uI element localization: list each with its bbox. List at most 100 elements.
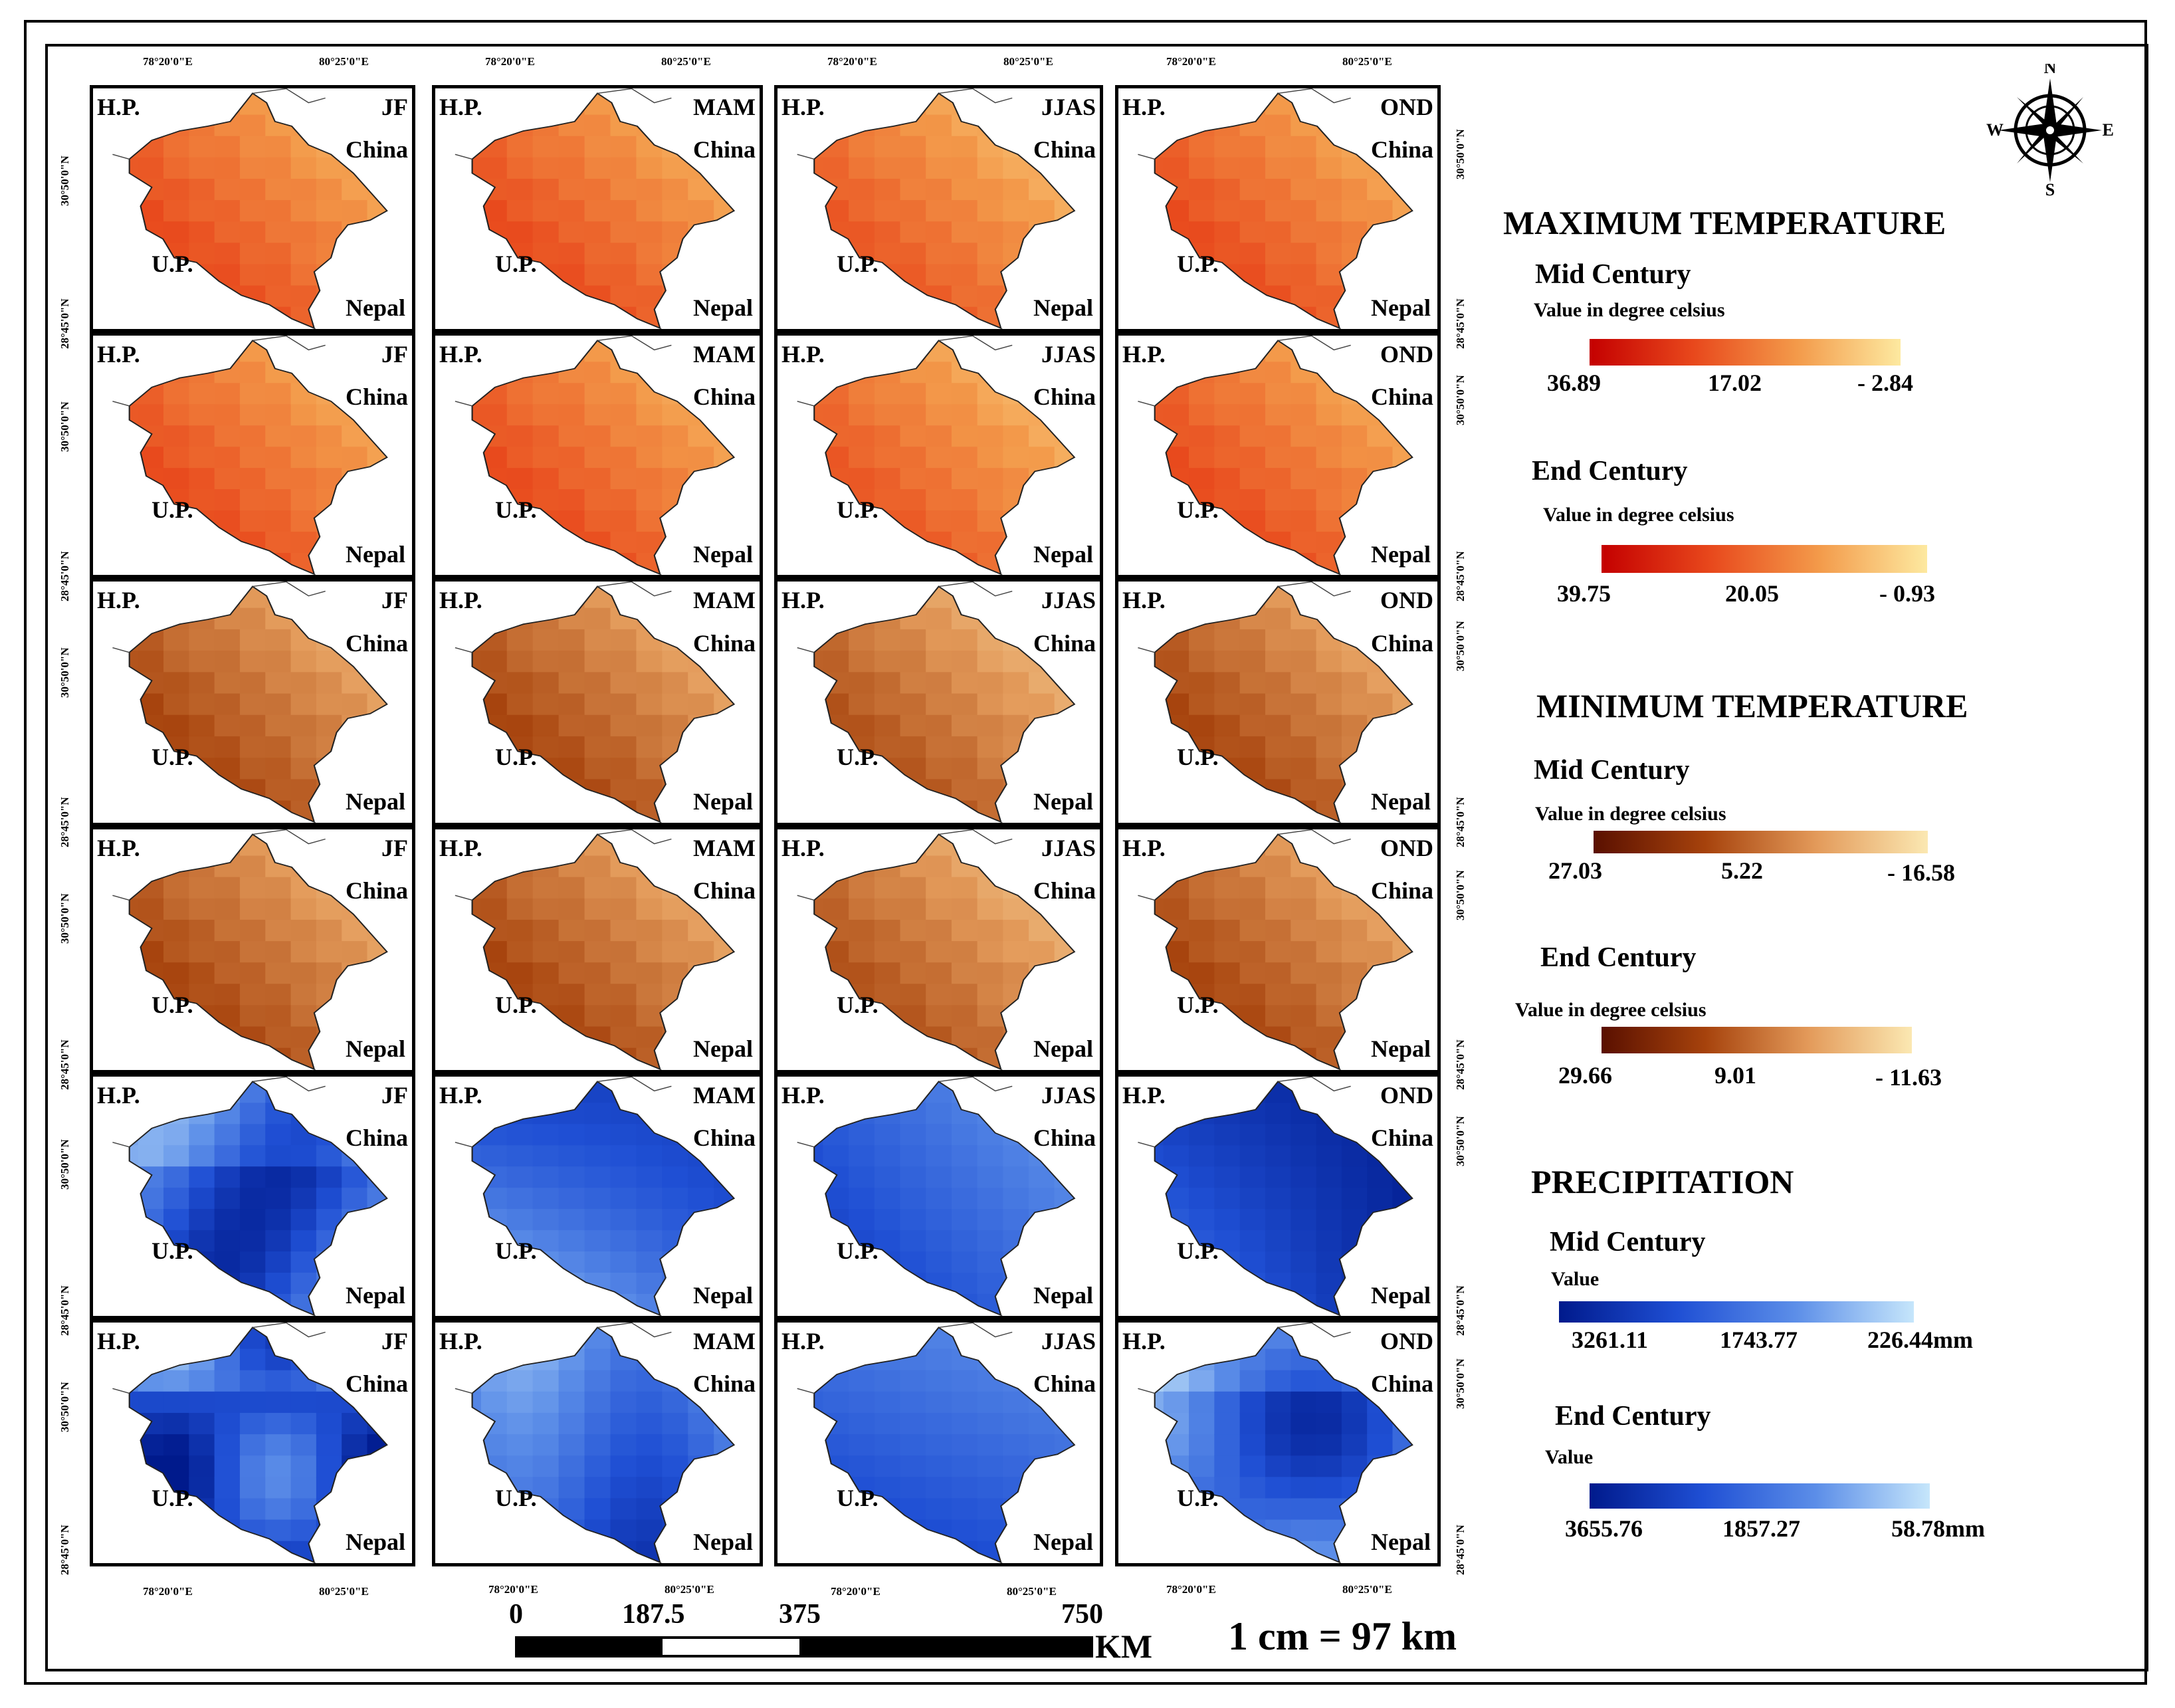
raster-cell xyxy=(1239,531,1267,554)
raster-cell xyxy=(610,607,637,630)
raster-cell xyxy=(1163,672,1190,694)
raster-cell xyxy=(506,1145,534,1168)
raster-cell xyxy=(1265,1455,1292,1478)
raster-cell xyxy=(849,1166,876,1189)
map-panel: H.P. JJAS China U.P. Nepal xyxy=(774,85,1103,332)
raster-cell xyxy=(1239,178,1267,201)
raster-cell xyxy=(239,243,266,265)
raster-cell xyxy=(129,898,139,921)
raster-cell xyxy=(1316,1103,1343,1125)
raster-cell xyxy=(951,510,978,533)
lon-label: 80°25'0"E xyxy=(1342,1583,1392,1596)
raster-cell xyxy=(977,834,1004,857)
raster-cell xyxy=(662,1124,689,1146)
raster-cell xyxy=(472,468,482,490)
raster-cell xyxy=(1189,93,1215,116)
neighbour-boundary xyxy=(938,1323,1013,1338)
raster-cell xyxy=(849,114,876,137)
raster-cell xyxy=(823,898,850,921)
raster-cell xyxy=(1316,1519,1343,1542)
raster-cell xyxy=(214,586,241,609)
raster-cell xyxy=(1029,425,1055,448)
raster-cell xyxy=(316,1209,343,1231)
neighbour-boundary xyxy=(597,829,672,845)
raster-cell xyxy=(662,779,689,801)
raster-cell xyxy=(342,489,368,512)
legend-value: 20.05 xyxy=(1725,580,1779,607)
raster-cell xyxy=(662,447,689,469)
raster-cell xyxy=(558,243,585,265)
raster-cell xyxy=(480,1348,508,1371)
legend-value: 39.75 xyxy=(1557,580,1611,607)
raster-cell xyxy=(1214,285,1241,308)
raster-cell xyxy=(1003,1327,1030,1350)
raster-cell xyxy=(214,1145,241,1168)
raster-cell xyxy=(265,221,292,244)
raster-cell xyxy=(1265,607,1292,630)
raster-cell xyxy=(636,1103,663,1125)
raster-cell xyxy=(1367,1477,1394,1499)
raster-cell xyxy=(506,531,534,554)
raster-cell xyxy=(480,1124,508,1146)
raster-cell xyxy=(189,586,215,609)
raster-cell xyxy=(814,1391,824,1414)
raster-cell xyxy=(1291,714,1317,738)
raster-cell xyxy=(1239,834,1267,857)
raster-cell xyxy=(1239,714,1267,738)
raster-cell xyxy=(636,425,663,448)
raster-cell xyxy=(1291,264,1317,286)
raster-cell xyxy=(214,736,241,759)
raster-cell xyxy=(1189,855,1215,878)
legend-title-max-temp: MAXIMUM TEMPERATURE xyxy=(1503,204,1946,241)
raster-cell xyxy=(1316,1251,1343,1274)
raster-cell xyxy=(1189,1391,1215,1414)
raster-cell xyxy=(214,468,241,490)
raster-cell xyxy=(214,1327,241,1350)
raster-cell xyxy=(290,941,318,964)
raster-cell xyxy=(1341,200,1368,223)
raster-cell xyxy=(823,1047,850,1069)
raster-cell xyxy=(584,962,611,985)
raster-cell xyxy=(688,447,715,469)
raster-cell xyxy=(316,178,343,201)
raster-cell xyxy=(1316,1026,1343,1049)
raster-cell xyxy=(480,383,508,405)
raster-cell xyxy=(265,340,292,363)
raster-cell xyxy=(849,1124,876,1146)
raster-cell xyxy=(636,714,663,738)
label-nepal: Nepal xyxy=(346,1529,405,1555)
raster-cell xyxy=(662,1188,689,1210)
raster-cell xyxy=(1154,221,1164,244)
raster-cell xyxy=(1316,221,1343,244)
raster-cell xyxy=(814,243,824,265)
raster-cell xyxy=(316,114,343,137)
raster-cells xyxy=(1154,586,1413,822)
raster-cell xyxy=(265,919,292,942)
raster-cell xyxy=(926,200,953,223)
raster-cell xyxy=(506,447,534,469)
raster-cell xyxy=(558,651,585,673)
raster-cell xyxy=(1316,855,1343,878)
raster-cell xyxy=(584,1103,611,1125)
label-china: China xyxy=(345,136,408,163)
raster-cells xyxy=(472,1081,734,1315)
region-boundary xyxy=(1154,1327,1413,1563)
raster-cell xyxy=(290,779,318,801)
raster-cell xyxy=(1239,1519,1267,1542)
raster-cell xyxy=(265,285,292,308)
raster-cell xyxy=(214,1293,241,1315)
region-map xyxy=(1138,829,1413,1070)
raster-cell xyxy=(610,898,637,921)
raster-cell xyxy=(1189,1272,1215,1295)
raster-cell xyxy=(951,404,978,427)
raster-cell xyxy=(849,362,876,384)
raster-cell xyxy=(1163,1327,1190,1350)
raster-cell xyxy=(1291,586,1317,609)
raster-cell xyxy=(714,178,734,201)
raster-cell xyxy=(636,285,663,308)
raster-cell xyxy=(1029,1434,1055,1457)
raster-cell xyxy=(1189,1455,1215,1478)
raster-cell xyxy=(636,1498,663,1521)
raster-cell xyxy=(138,157,165,180)
raster-cell xyxy=(1265,1541,1292,1562)
